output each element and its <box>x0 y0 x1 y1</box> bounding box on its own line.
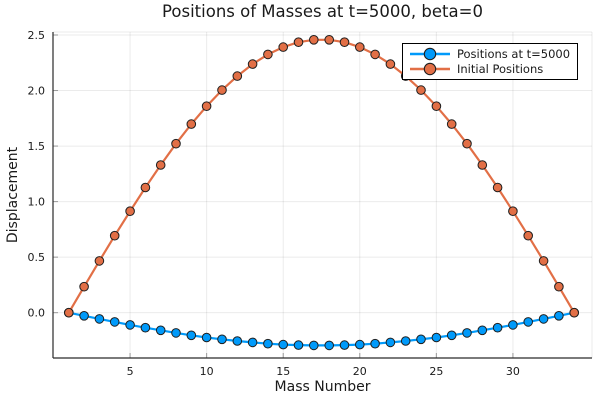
data-point <box>140 182 151 193</box>
data-point <box>324 340 335 351</box>
data-point <box>324 35 335 45</box>
data-point <box>201 332 212 343</box>
data-point <box>293 37 304 48</box>
data-point <box>554 281 564 292</box>
data-point <box>370 338 380 349</box>
data-point <box>339 37 350 48</box>
data-point <box>446 330 457 341</box>
data-point <box>109 230 120 241</box>
data-point <box>462 328 472 338</box>
data-point <box>232 71 243 81</box>
data-point <box>339 340 350 350</box>
data-point <box>186 330 197 341</box>
series-line <box>67 38 576 314</box>
data-point <box>171 328 181 338</box>
data-point <box>125 320 135 330</box>
data-point <box>125 206 135 216</box>
legend-line-marker-icon <box>410 47 450 60</box>
data-point <box>79 281 89 292</box>
data-point <box>79 311 89 321</box>
y-tick-label: 0.0 <box>28 307 46 320</box>
data-point <box>492 322 503 333</box>
gridlines <box>53 31 593 358</box>
data-point <box>278 339 289 350</box>
x-tick-label: 25 <box>429 365 443 378</box>
data-point <box>523 317 534 327</box>
data-point <box>569 307 580 318</box>
y-tick-label: 2.0 <box>28 85 46 98</box>
legend-label: Initial Positions <box>457 61 544 76</box>
data-point <box>155 160 166 170</box>
data-point <box>232 336 243 346</box>
data-point <box>538 314 549 324</box>
data-point <box>538 256 549 266</box>
data-point <box>508 320 518 330</box>
axis-spines <box>52 32 592 359</box>
axis-tick-marks <box>53 34 514 358</box>
data-point <box>186 119 197 129</box>
y-tick-label: 2.5 <box>28 29 46 42</box>
data-point <box>385 337 396 348</box>
data-point <box>416 334 426 345</box>
data-point <box>431 101 442 111</box>
data-point <box>247 59 258 69</box>
data-point <box>477 160 488 170</box>
data-point <box>64 307 74 318</box>
series-positions-t5000 <box>64 307 580 351</box>
data-point <box>446 119 457 129</box>
data-point <box>109 317 120 327</box>
data-point <box>385 59 396 69</box>
x-tick-label: 15 <box>276 365 290 378</box>
data-point <box>416 85 426 95</box>
data-point <box>523 230 534 241</box>
data-point <box>217 85 227 95</box>
data-point <box>400 336 411 346</box>
data-point <box>217 334 227 345</box>
data-point <box>263 338 273 349</box>
series-initial-positions <box>64 35 580 318</box>
axis-tick-labels: 5 10 15 20 25 30 0.0 0.5 1.0 1.5 2.0 2.5 <box>28 29 520 378</box>
data-point <box>355 339 365 350</box>
data-point <box>263 49 273 60</box>
x-tick-label: 20 <box>353 365 367 378</box>
data-point <box>309 35 319 45</box>
y-axis-label: Displacement <box>5 146 21 244</box>
x-axis-label: Mass Number <box>274 379 371 395</box>
data-point <box>355 42 365 52</box>
legend-line-marker-icon <box>410 62 450 75</box>
data-point <box>431 332 442 343</box>
legend-label: Positions at t=5000 <box>457 46 571 61</box>
data-point <box>140 322 151 333</box>
data-point <box>171 138 181 149</box>
y-tick-label: 0.5 <box>28 251 46 264</box>
data-point <box>247 337 258 348</box>
data-point <box>278 42 289 52</box>
data-point <box>492 182 503 193</box>
data-point <box>293 340 304 350</box>
y-tick-label: 1.0 <box>28 196 46 209</box>
x-tick-label: 30 <box>506 365 520 378</box>
chart-title: Positions of Masses at t=5000, beta=0 <box>162 2 483 21</box>
data-point <box>309 340 319 351</box>
legend-item-initial-positions: Initial Positions <box>408 61 570 76</box>
data-point <box>370 49 380 60</box>
y-tick-label: 1.5 <box>28 140 46 153</box>
series-line <box>67 311 576 347</box>
data-point <box>94 314 105 324</box>
data-point <box>462 138 472 149</box>
data-point <box>554 311 564 321</box>
legend: Positions at t=5000 Initial Positions <box>402 43 579 80</box>
legend-item-positions-t5000: Positions at t=5000 <box>408 46 570 61</box>
data-point <box>201 101 212 111</box>
x-tick-label: 10 <box>200 365 214 378</box>
data-point <box>477 325 488 336</box>
data-series <box>64 35 580 351</box>
data-point <box>94 256 105 266</box>
data-point <box>155 325 166 336</box>
x-tick-label: 5 <box>127 365 134 378</box>
data-point <box>508 206 518 216</box>
